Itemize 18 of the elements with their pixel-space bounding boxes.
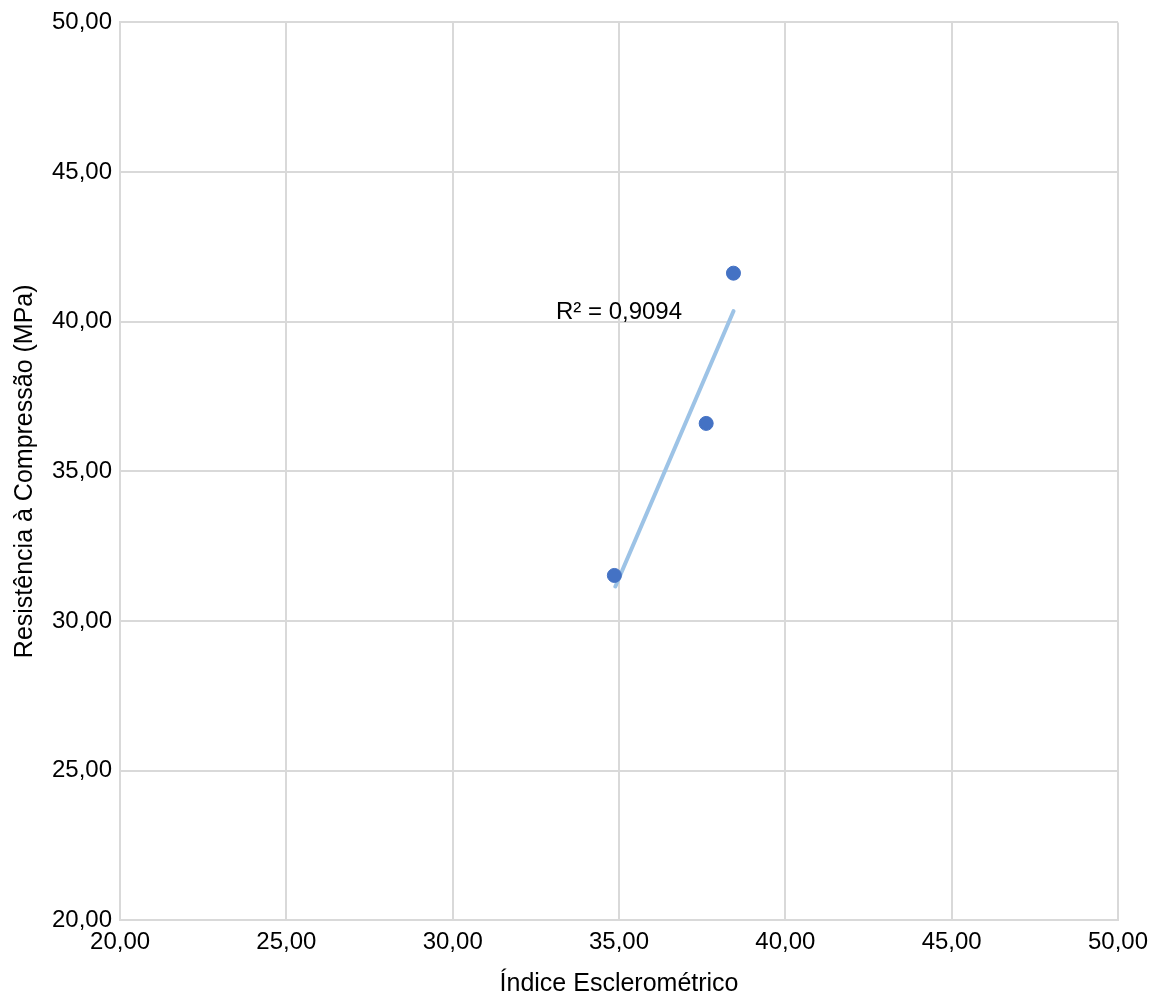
x-tick-label: 25,00 xyxy=(256,927,317,955)
y-tick-label: 35,00 xyxy=(52,455,113,483)
x-tick-label: 35,00 xyxy=(589,927,650,955)
point xyxy=(698,415,714,431)
y-tick-label: 25,00 xyxy=(52,755,113,783)
y-axis-title: Resistência à Compressão (MPa) xyxy=(8,284,37,659)
x-tick-label: 50,00 xyxy=(1087,927,1149,955)
point xyxy=(725,265,741,281)
y-tick-label: 50,00 xyxy=(52,7,113,35)
x-tick-label: 30,00 xyxy=(422,927,483,955)
annotation: R² = 0,9094 xyxy=(555,297,683,325)
y-tick-label: 45,00 xyxy=(52,156,113,184)
y-tick-label: 30,00 xyxy=(52,605,113,633)
y-tick-label: 40,00 xyxy=(52,306,113,334)
x-tick-label: 45,00 xyxy=(921,927,982,955)
x-tick-label: 40,00 xyxy=(755,927,816,955)
point xyxy=(606,567,622,583)
x-axis-title: Índice Esclerométrico xyxy=(499,967,739,996)
